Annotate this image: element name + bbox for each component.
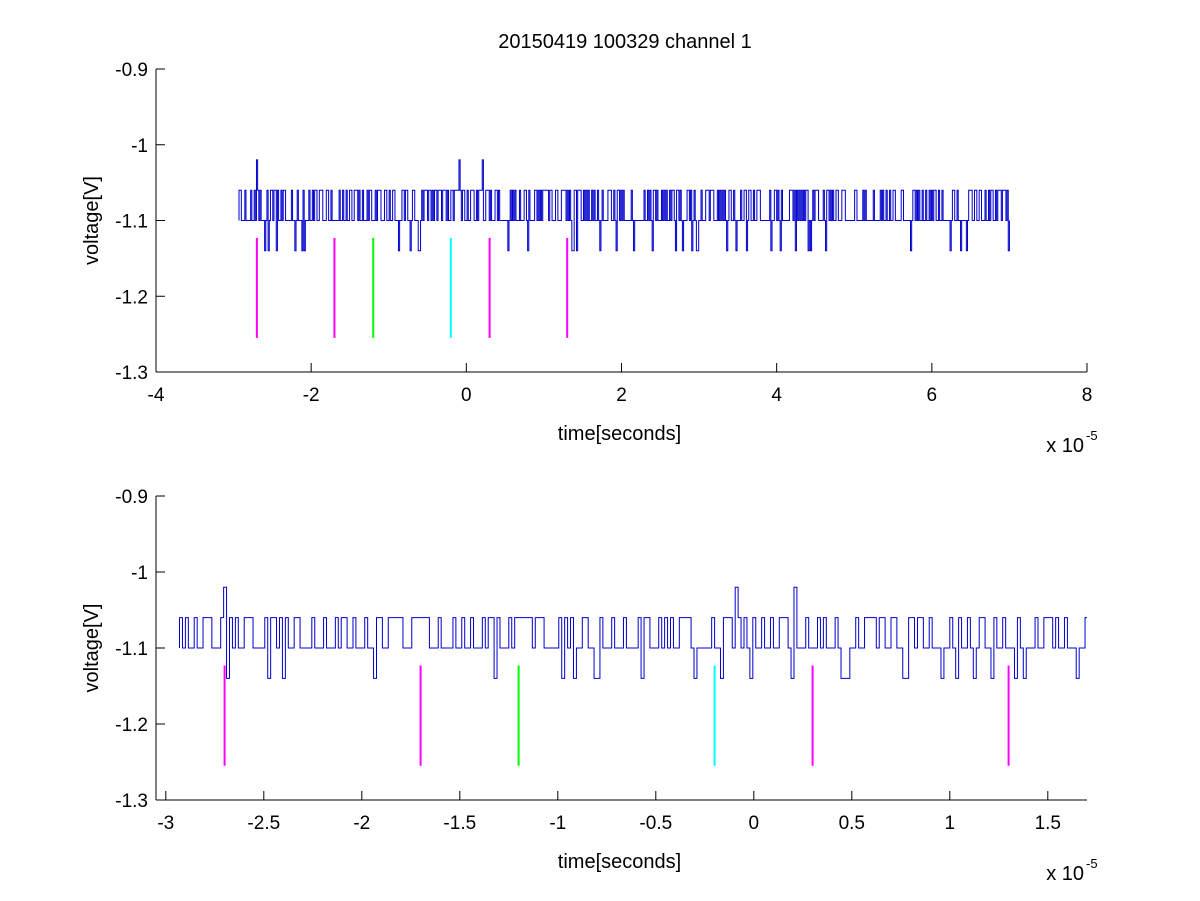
x-tick-label: 1 [945, 813, 956, 834]
x-tick-label: -2 [353, 813, 370, 834]
y-tick-label: -0.9 [115, 60, 148, 81]
x-axis-label: time[seconds] [558, 423, 681, 445]
x-tick-label: 0 [461, 385, 472, 406]
x-exponent-power: -5 [1086, 856, 1098, 871]
top-plot: -4 -2 0 2 4 6 8 -0.9 -1 -1.1 -1.2 -1.3 time[seconds]… [81, 60, 1098, 457]
signal-line [238, 159, 1010, 252]
y-tick-label: -1.3 [115, 363, 148, 384]
x-tick-label: 0 [749, 813, 760, 834]
x-tick-label: -2.5 [247, 813, 280, 834]
x-axis-label: time[seconds] [558, 851, 681, 873]
y-tick-label: -0.9 [115, 487, 148, 508]
x-tick-label: -1 [549, 813, 566, 834]
y-tick-label: -1.1 [115, 212, 148, 233]
x-tick-label: -3 [157, 813, 174, 834]
x-tick-label: 6 [927, 385, 938, 406]
y-tick-label: -1.2 [115, 715, 148, 736]
y-axis-label: voltage[V] [81, 604, 103, 693]
y-tick-label: -1 [131, 563, 148, 584]
y-axis-label: voltage[V] [81, 176, 103, 265]
x-tick-label: 2 [616, 385, 627, 406]
y-tick-label: -1.1 [115, 639, 148, 660]
x-tick-label: -0.5 [639, 813, 672, 834]
y-tick-label: -1.2 [115, 287, 148, 308]
x-tick-label: -2 [303, 385, 320, 406]
x-tick-label: 1.5 [1035, 813, 1061, 834]
x-tick-label: 0.5 [839, 813, 865, 834]
x-exponent-base: x 10 [1046, 863, 1084, 885]
bottom-plot: -3 -2.5 -2 -1.5 -1 -0.5 0 0.5 1 1.5 -0.9 -1 -1.1 -1.2… [81, 487, 1098, 885]
y-tick-label: -1.3 [115, 791, 148, 812]
x-exponent-base: x 10 [1046, 435, 1084, 457]
x-tick-label: 4 [771, 385, 782, 406]
signal-line [179, 586, 1087, 679]
x-tick-label: 8 [1082, 385, 1093, 406]
x-exponent-power: -5 [1086, 428, 1098, 443]
y-tick-label: -1 [131, 136, 148, 157]
x-tick-label: -4 [148, 385, 165, 406]
figure-title: 20150419 100329 channel 1 [498, 31, 752, 53]
x-tick-label: -1.5 [443, 813, 476, 834]
